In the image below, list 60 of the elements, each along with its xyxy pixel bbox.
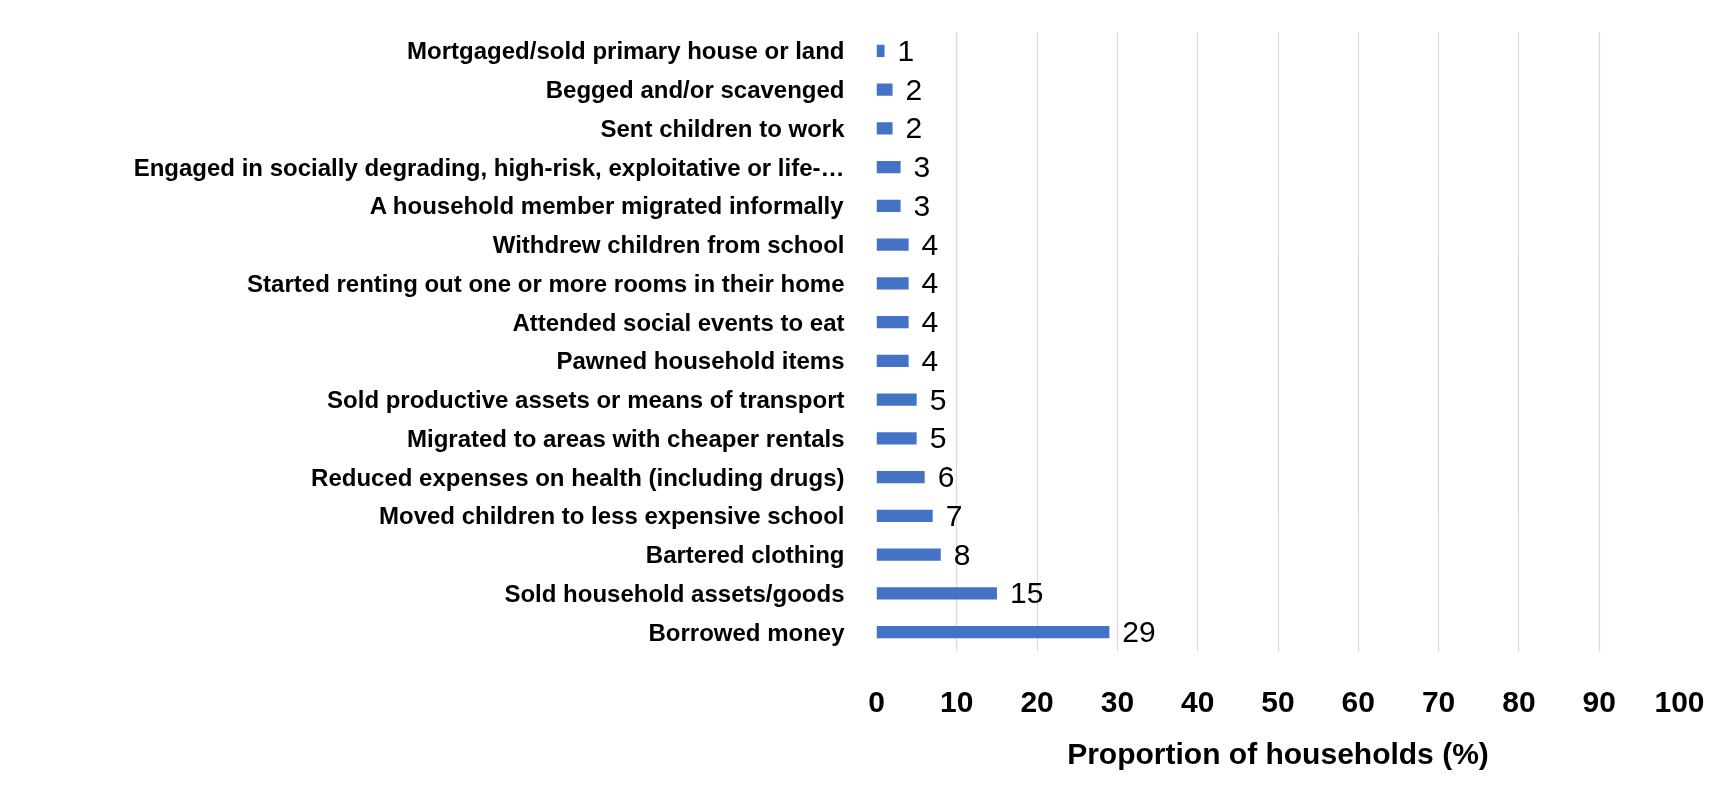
y-tick-label: Sold productive assets or means of transport bbox=[327, 386, 845, 414]
data-label: 5 bbox=[929, 382, 947, 416]
y-tick-label: Bartered clothing bbox=[645, 541, 845, 569]
data-label: 3 bbox=[913, 150, 931, 184]
bar bbox=[876, 122, 893, 135]
bar bbox=[876, 587, 997, 600]
x-tick-label: 10 bbox=[940, 684, 974, 718]
data-label: 7 bbox=[945, 498, 963, 532]
x-tick-label: 60 bbox=[1341, 684, 1375, 718]
data-label: 2 bbox=[905, 72, 923, 106]
y-tick-label: Borrowed money bbox=[648, 618, 846, 646]
x-tick-label: 100 bbox=[1654, 684, 1705, 718]
data-label: 1 bbox=[897, 33, 915, 67]
y-tick-label: Migrated to areas with cheaper rentals bbox=[407, 424, 845, 452]
bar bbox=[876, 354, 909, 368]
data-label: 4 bbox=[921, 227, 939, 261]
data-label: 15 bbox=[1009, 576, 1044, 610]
bar bbox=[876, 509, 933, 523]
x-tick-label: 0 bbox=[868, 684, 885, 718]
x-tick-label: 80 bbox=[1502, 684, 1536, 718]
y-tick-label: Sent children to work bbox=[600, 114, 846, 142]
bar bbox=[876, 238, 909, 251]
y-tick-label: Sold household assets/goods bbox=[504, 579, 845, 607]
y-tick-label: A household member migrated informally bbox=[369, 192, 845, 220]
x-tick-label: 30 bbox=[1100, 684, 1135, 718]
bar bbox=[876, 470, 925, 484]
x-tick-label: 90 bbox=[1582, 684, 1616, 718]
bar bbox=[876, 548, 941, 561]
y-tick-label: Pawned household items bbox=[556, 347, 845, 375]
y-tick-label: Attended social events to eat bbox=[512, 308, 845, 336]
data-label: 4 bbox=[921, 266, 939, 300]
bar bbox=[876, 160, 901, 174]
data-label: 8 bbox=[953, 537, 971, 571]
y-tick-label: Mortgaged/sold primary house or land bbox=[407, 37, 845, 65]
data-label: 6 bbox=[937, 460, 955, 494]
x-tick-label: 40 bbox=[1181, 684, 1215, 718]
y-tick-label: Started renting out one or more rooms in their home bbox=[247, 269, 845, 297]
data-label: 29 bbox=[1122, 615, 1156, 649]
data-label: 4 bbox=[921, 305, 939, 339]
bar bbox=[876, 432, 917, 445]
bar bbox=[876, 83, 893, 96]
data-label: 4 bbox=[921, 343, 939, 377]
y-tick-label: Moved children to less expensive school bbox=[379, 502, 845, 530]
data-label: 3 bbox=[913, 188, 931, 222]
x-tick-label: 70 bbox=[1421, 684, 1456, 718]
bar bbox=[876, 199, 901, 213]
bar bbox=[876, 393, 917, 406]
data-label: 2 bbox=[905, 111, 923, 145]
y-tick-label: Withdrew children from school bbox=[492, 231, 845, 259]
bar bbox=[876, 315, 909, 329]
bar bbox=[876, 277, 909, 290]
data-label: 5 bbox=[929, 421, 947, 455]
y-tick-label: Reduced expenses on health (including drugs) bbox=[311, 463, 845, 491]
y-tick-label: Begged and/or scavenged bbox=[545, 76, 845, 104]
y-tick-label: Engaged in socially degrading, high-risk, exploitative or life-… bbox=[133, 153, 845, 181]
x-tick-label: 20 bbox=[1020, 684, 1054, 718]
bar bbox=[876, 625, 1110, 639]
x-axis-title: Proportion of households (%) bbox=[1067, 736, 1489, 770]
x-tick-label: 50 bbox=[1261, 684, 1295, 718]
bar bbox=[876, 44, 885, 58]
